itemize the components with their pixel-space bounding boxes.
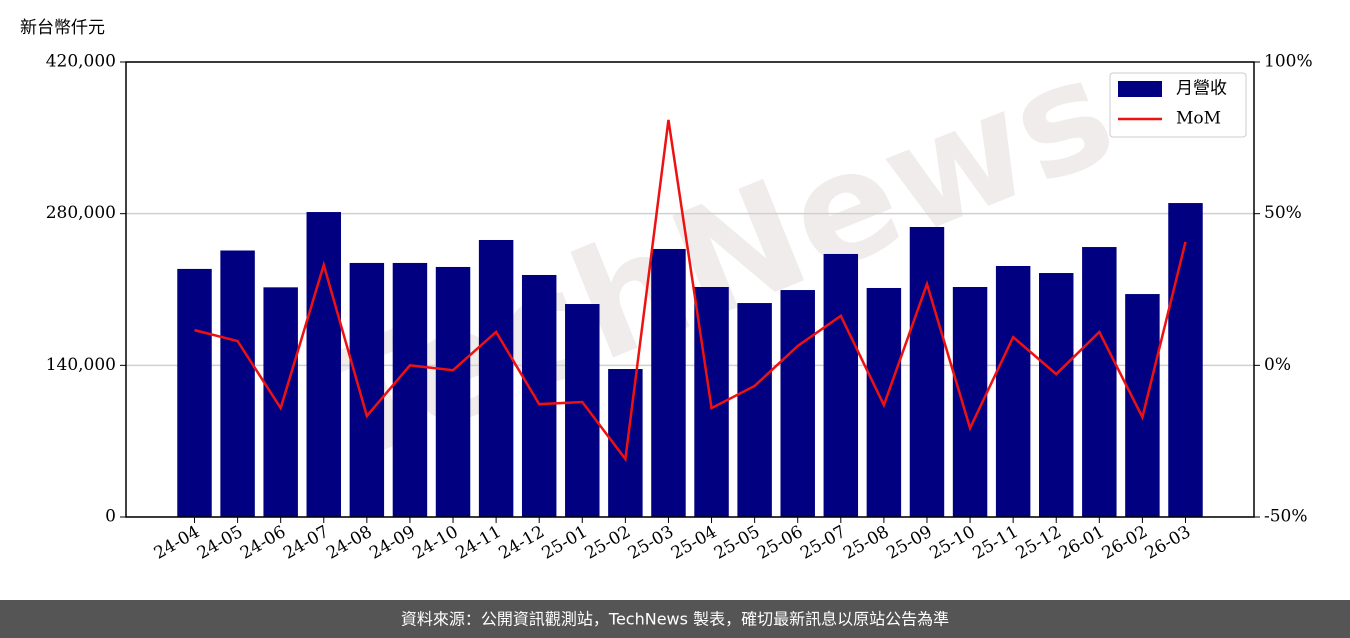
x-tick-label: 25-04 (668, 522, 720, 564)
x-tick-label: 25-09 (883, 522, 935, 564)
bar (263, 287, 298, 517)
x-tick-label: 24-10 (409, 522, 461, 564)
y-tick-label: 280,000 (46, 203, 116, 223)
legend-swatch (1118, 81, 1162, 97)
x-tick-label: 24-05 (194, 522, 246, 564)
legend-label: MoM (1176, 109, 1221, 129)
x-tick-label: 25-02 (582, 522, 634, 564)
bar (435, 266, 471, 517)
y2-tick-label: -50% (1264, 507, 1308, 527)
bar (177, 268, 212, 517)
bar (780, 290, 815, 517)
bar (306, 212, 342, 517)
x-tick-label: 25-12 (1013, 522, 1065, 564)
x-tick-label: 24-09 (366, 522, 418, 564)
x-tick-label: 25-05 (711, 522, 763, 564)
x-tick-label: 26-02 (1099, 522, 1151, 564)
bar (1168, 203, 1203, 518)
y-tick-label: 140,000 (46, 355, 116, 375)
footer-bar (0, 600, 1350, 638)
plot-frame (125, 61, 1255, 518)
bar (392, 262, 428, 517)
x-tick-label: 25-01 (539, 522, 591, 564)
bar (478, 239, 514, 517)
x-tick-label: 25-10 (926, 522, 978, 564)
y2-tick-label: 100% (1264, 52, 1313, 72)
bar (737, 303, 772, 517)
bar (220, 250, 255, 517)
footer: 資料來源：公開資訊觀測站，TechNews 製表，確切最新訊息以原站公告為準 (401, 610, 949, 629)
x-tick-label: 24-07 (280, 522, 332, 564)
x-tick-label: 25-06 (754, 522, 806, 564)
x-tick-label: 24-11 (452, 522, 504, 564)
line (194, 119, 1187, 463)
bar (651, 248, 686, 517)
x-tick-label: 26-01 (1056, 522, 1108, 564)
x-tick-label: 25-07 (797, 522, 849, 564)
x-tick-label: 24-08 (323, 522, 375, 564)
x-tick-label: 25-08 (840, 522, 892, 564)
y-axis-label: 新台幣仟元 (20, 18, 105, 38)
bar (823, 253, 859, 517)
bar (995, 265, 1031, 517)
bar (565, 304, 600, 517)
bar (1082, 247, 1117, 518)
bar (349, 262, 385, 517)
y-tick-label: 420,000 (46, 52, 116, 72)
y2-tick-label: 50% (1264, 203, 1302, 223)
x-tick-label: 26-03 (1142, 522, 1194, 564)
legend-label: 月營收 (1176, 79, 1227, 99)
x-tick-label: 24-12 (495, 522, 547, 564)
x-tick-label: 25-03 (625, 522, 677, 564)
bar (1125, 294, 1160, 517)
y2-tick-label: 0% (1264, 355, 1291, 375)
x-tick-label: 24-06 (237, 522, 289, 564)
x-tick-label: 25-11 (969, 522, 1021, 564)
x-tick-label: 24-04 (151, 522, 203, 564)
bar (521, 274, 557, 517)
bar (909, 226, 945, 517)
bar (1038, 273, 1074, 517)
y-tick-label: 0 (105, 507, 116, 527)
